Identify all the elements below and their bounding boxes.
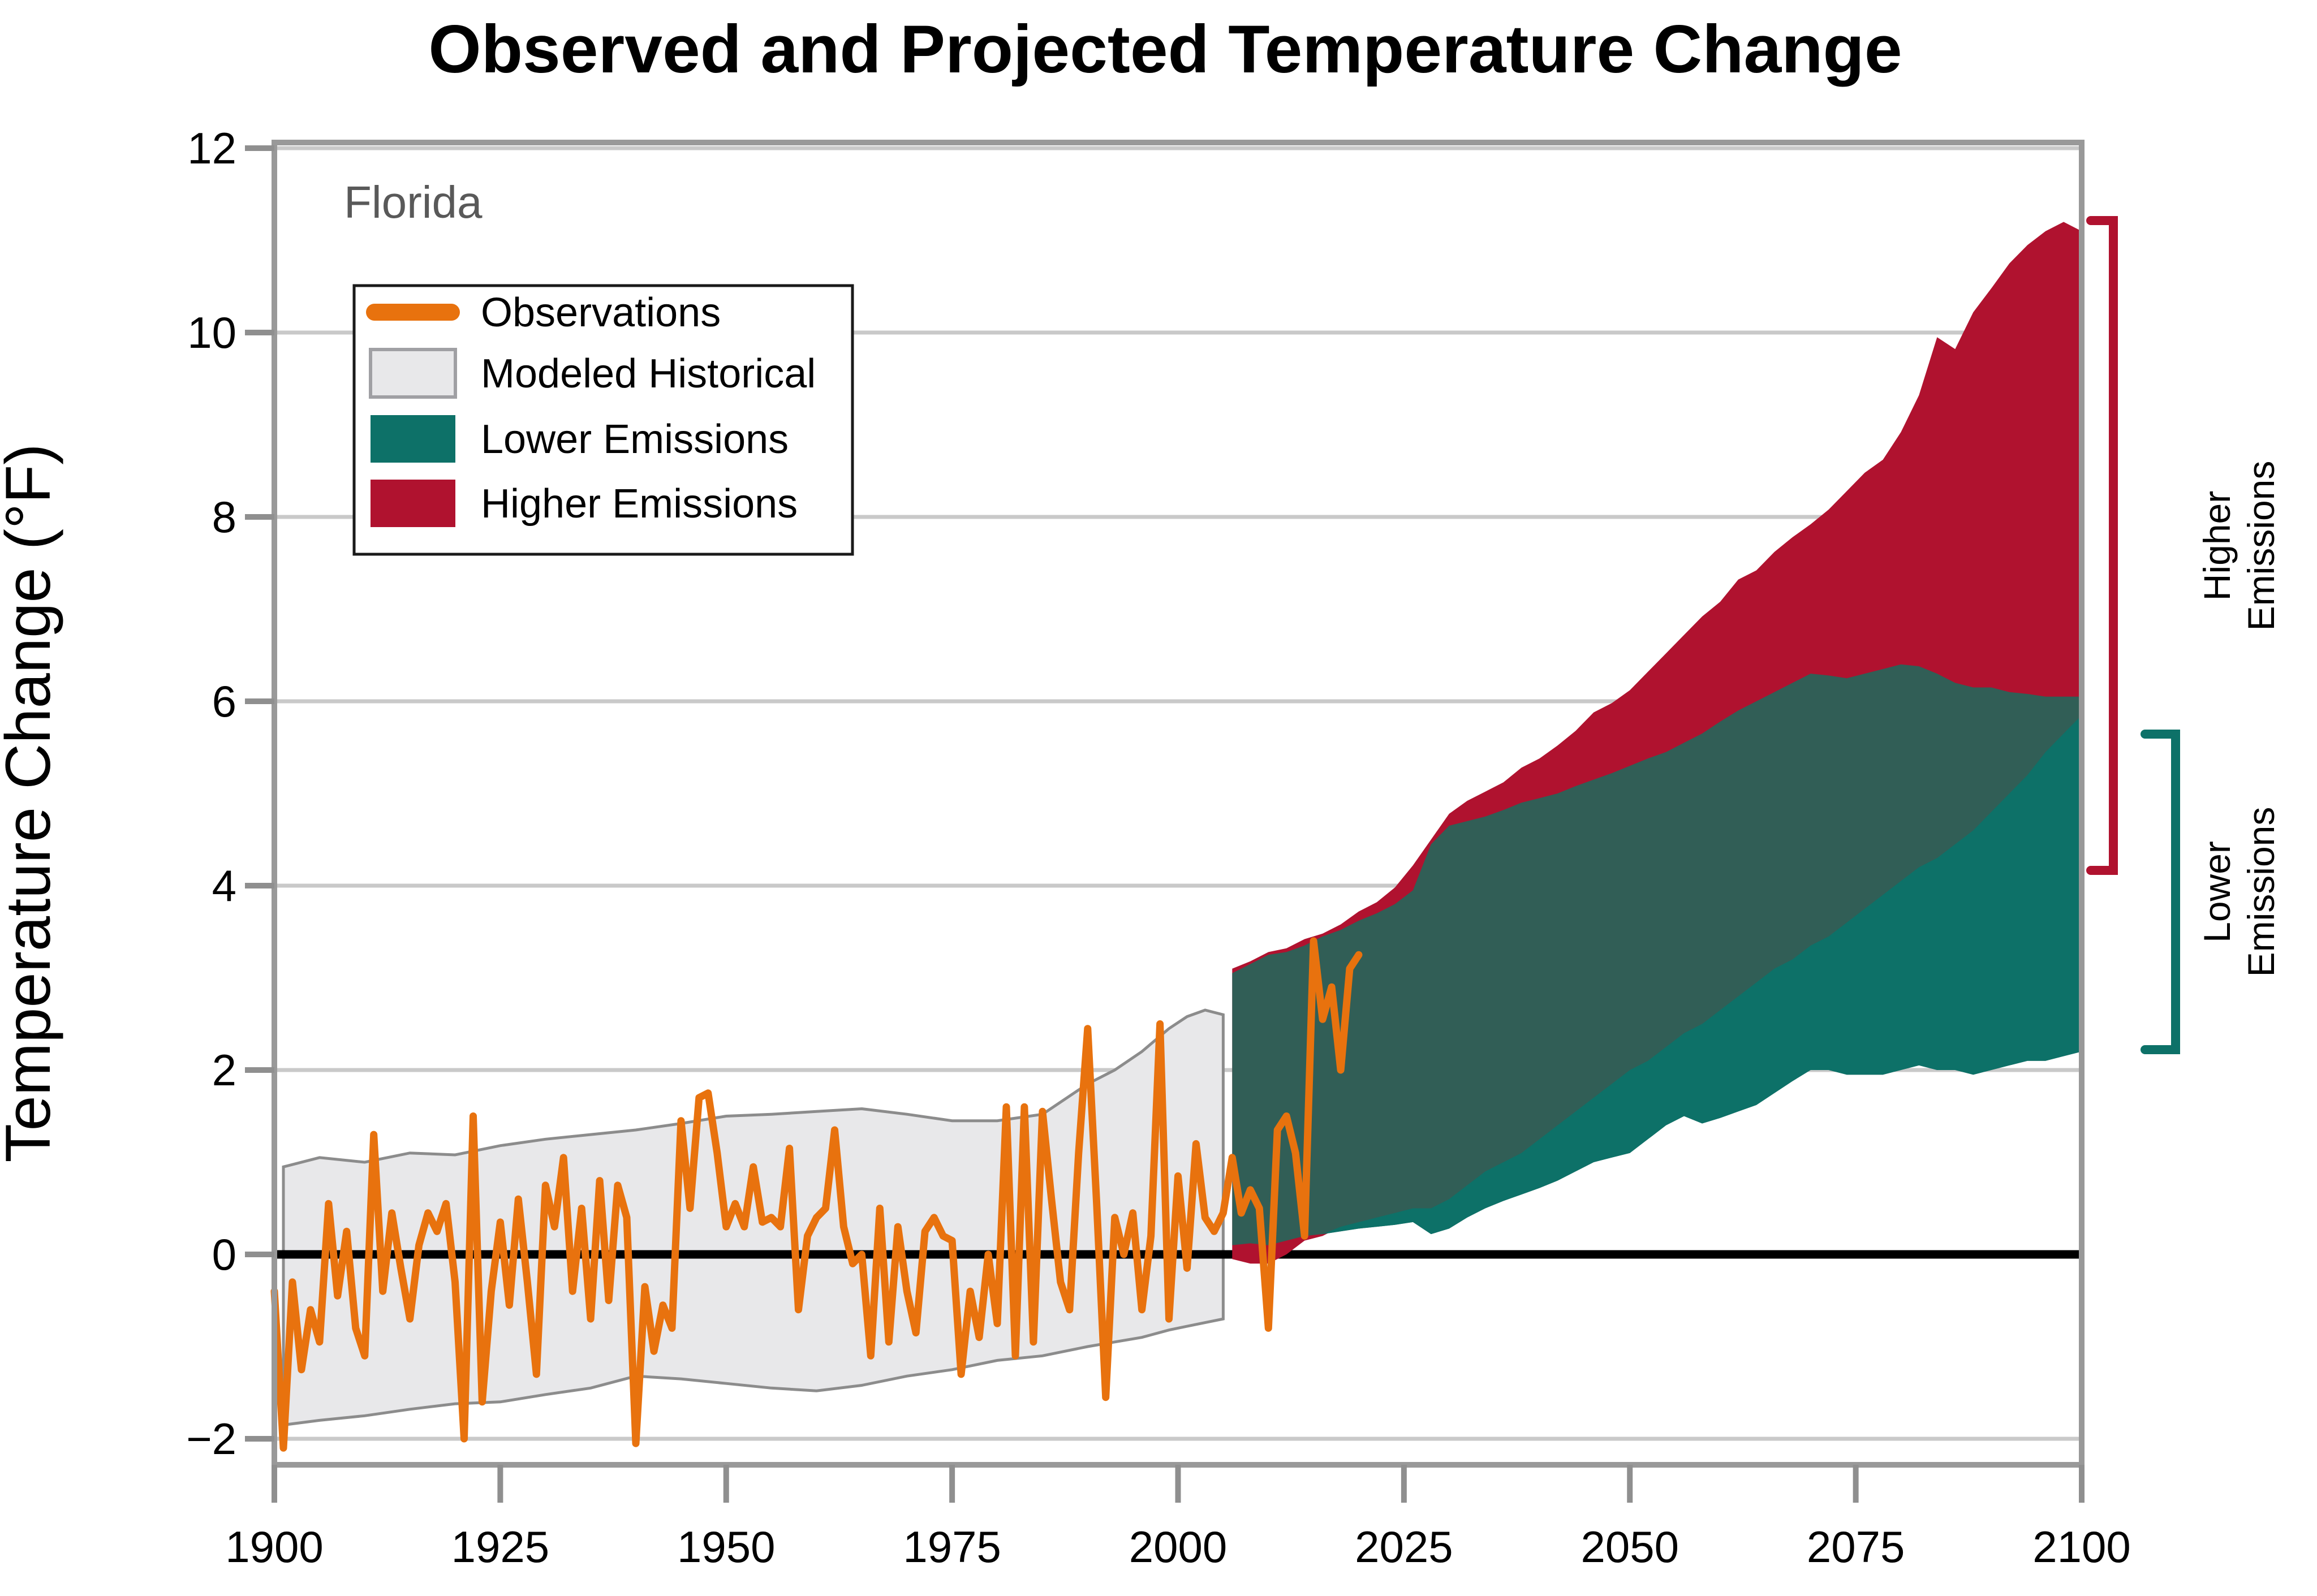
- lower-emissions-only-band: [1232, 715, 2082, 1245]
- x-tick-label: 2050: [1580, 1522, 1679, 1572]
- y-tick-label: 10: [187, 308, 236, 357]
- x-tick-label: 1925: [451, 1522, 550, 1572]
- x-tick-label: 1900: [225, 1522, 324, 1572]
- x-tick-label: 1950: [677, 1522, 776, 1572]
- y-tick-label: 2: [212, 1045, 236, 1095]
- lower-emissions-bracket: [2141, 730, 2180, 1054]
- emissions-brackets: [2086, 216, 2180, 1054]
- observations-line: [270, 937, 1363, 1452]
- lower-emissions-annotation: Lower Emissions: [2196, 807, 2282, 977]
- y-tick-label: 0: [212, 1230, 236, 1279]
- legend-item-higher-emissions: Higher Emissions: [481, 481, 798, 527]
- data-bands: [274, 222, 2082, 1427]
- axis-ticks-and-labels: −2 0 2 4 6 8 10 12 1900 1925 1950 1975 2000 2025 2050 2…: [186, 123, 2131, 1572]
- x-tick-label: 2100: [2032, 1522, 2131, 1572]
- x-tick-label: 2000: [1129, 1522, 1228, 1572]
- y-tick-label: 4: [212, 861, 236, 911]
- y-tick-label: 12: [187, 123, 236, 173]
- lower-emissions-label-word1: Lower: [2196, 841, 2238, 943]
- x-tick-label: 1975: [903, 1522, 1001, 1572]
- higher-emissions-label-word1: Higher: [2196, 491, 2238, 601]
- y-tick-label: 8: [212, 492, 236, 542]
- y-axis-title: Temperature Change (°F): [0, 443, 63, 1162]
- higher-emissions-swatch: [371, 480, 455, 527]
- higher-emissions-bracket: [2086, 216, 2118, 875]
- modeled-historical-band: [282, 1008, 1225, 1427]
- legend-swatches: [366, 304, 460, 527]
- higher-emissions-annotation: Higher Emissions: [2196, 461, 2282, 631]
- legend-item-modeled-historical: Modeled Historical: [481, 351, 816, 396]
- chart-title: Observed and Projected Temperature Chang…: [428, 11, 1902, 87]
- y-tick-label: −2: [186, 1414, 236, 1464]
- legend: Observations Modeled Historical Lower Em…: [352, 284, 854, 556]
- lower-emissions-label-word2: Emissions: [2240, 807, 2282, 977]
- legend-item-lower-emissions: Lower Emissions: [481, 417, 789, 462]
- x-tick-label: 2075: [1807, 1522, 1905, 1572]
- y-tick-label: 6: [212, 676, 236, 726]
- observations-layer: [270, 937, 1363, 1452]
- lower-emissions-swatch: [371, 415, 455, 463]
- emissions-overlap-band: [1232, 664, 2082, 1245]
- modeled-historical-swatch: [369, 348, 457, 399]
- x-tick-label: 2025: [1355, 1522, 1453, 1572]
- region-label: Florida: [344, 177, 483, 227]
- legend-item-observations: Observations: [481, 290, 721, 335]
- higher-emissions-label-word2: Emissions: [2240, 461, 2282, 631]
